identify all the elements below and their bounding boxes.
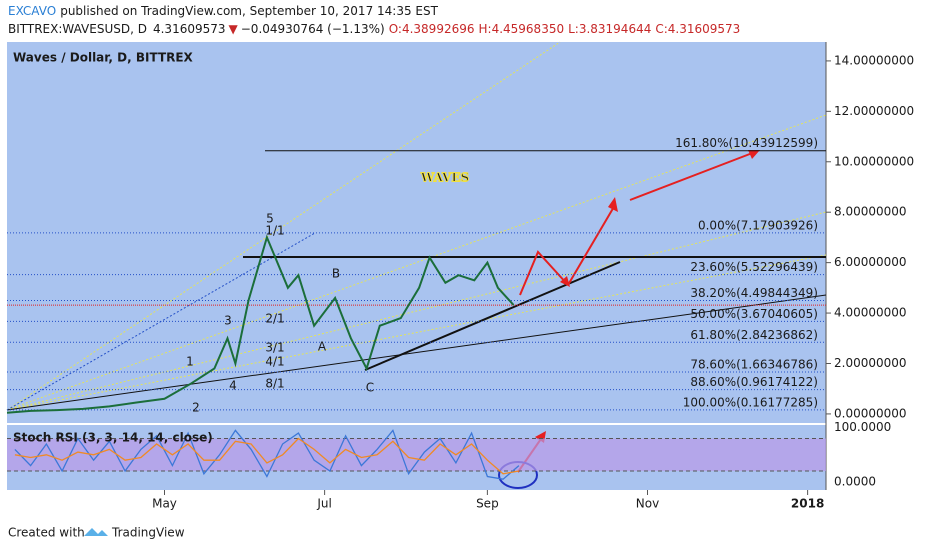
fib-label: 78.60%(1.66346786) [690, 357, 818, 371]
close: C:4.31609573 [655, 22, 740, 36]
annotation: 2/1 [265, 312, 284, 326]
price-line [6, 234, 515, 414]
fib-label: 100.00%(0.16177285) [683, 395, 818, 409]
fib-label: 88.60%(0.96174122) [690, 375, 818, 389]
projection-arrow [519, 250, 569, 296]
annotation: 3/1 [265, 341, 284, 355]
arrow-head [608, 197, 618, 212]
x-tick-label: Jul [316, 497, 331, 511]
trend-line [6, 294, 827, 411]
low: L:3.83194644 [568, 22, 651, 36]
projection-arrow [629, 151, 756, 201]
annotation: 2 [192, 401, 200, 415]
y-tick-label: 14.00000000 [834, 53, 914, 67]
x-tick-label: Sep [476, 497, 499, 511]
annotation: A [318, 340, 327, 354]
arrow: ▼ [229, 22, 239, 36]
annotation: C [366, 381, 374, 395]
price: 4.31609573 [153, 22, 226, 36]
fan-line [6, 114, 827, 411]
annotation: WAVES [420, 171, 469, 185]
fib-label: 38.20%(4.49844349) [690, 286, 818, 300]
x-tick-label: May [152, 497, 177, 511]
annotation: 4 [229, 379, 237, 393]
arrow-head [748, 150, 760, 159]
fan-line [6, 254, 827, 411]
y-tick-label: 8.00000000 [834, 205, 907, 219]
price-panel [7, 42, 826, 423]
panel-title: Waves / Dollar, D, BITTREX [13, 51, 194, 65]
stoch-line [14, 437, 520, 475]
y-tick-label: 10.00000000 [834, 154, 914, 168]
y-tick-label: 4.00000000 [834, 306, 907, 320]
fib-label: 161.80%(10.43912599) [675, 136, 818, 150]
published: published on TradingView.com, September … [60, 4, 438, 18]
arrow-head [560, 276, 570, 287]
annotation: 3 [224, 314, 232, 328]
annotation: 1 [186, 355, 194, 369]
y-tick-label: 2.00000000 [834, 356, 907, 370]
fib-label: 23.60%(5.52296439) [690, 260, 818, 274]
annotation: 5 [266, 212, 274, 226]
fib-label: 50.00%(3.67040605) [690, 307, 818, 321]
footer: Created with [8, 526, 85, 540]
open: O:4.38992696 [389, 22, 475, 36]
logo [84, 528, 108, 536]
fan-line [6, 211, 827, 411]
header-line: EXCAVO published on TradingView.com, Sept… [8, 4, 439, 18]
annotation: 1/1 [265, 224, 284, 238]
fan-line [6, 41, 561, 411]
panel-title: Stoch RSI (3, 3, 14, 14, close) [13, 431, 213, 445]
y-tick-label: 12.00000000 [834, 104, 914, 118]
footer-brand: TradingView [111, 526, 185, 540]
fib-label: 61.80%(2.84236862) [690, 328, 818, 342]
symbol-line: BITTREX:WAVESUSD, D 4.31609573 ▼ −0.0493076… [8, 22, 740, 36]
annotation: 4/1 [265, 355, 284, 369]
projection-arrow [567, 204, 616, 286]
author: EXCAVO [8, 4, 56, 18]
change: −0.04930764 (−1.13%) [241, 22, 385, 36]
fib-label: 0.00%(7.17903926) [698, 218, 818, 232]
y-tick-label: 0.0000 [834, 474, 876, 488]
trend-line [364, 261, 621, 371]
x-tick-label: 2018 [791, 497, 824, 511]
stoch-line [14, 429, 520, 480]
annotation: 8/1 [265, 377, 284, 391]
symbol: BITTREX:WAVESUSD, D [8, 22, 147, 36]
y-tick-label: 6.00000000 [834, 255, 907, 269]
x-tick-label: Nov [636, 497, 659, 511]
y-tick-label: 0.00000000 [834, 406, 907, 420]
annotation: B [332, 267, 340, 281]
y-tick-label: 100.0000 [834, 420, 891, 434]
high: H:4.45968350 [479, 22, 565, 36]
